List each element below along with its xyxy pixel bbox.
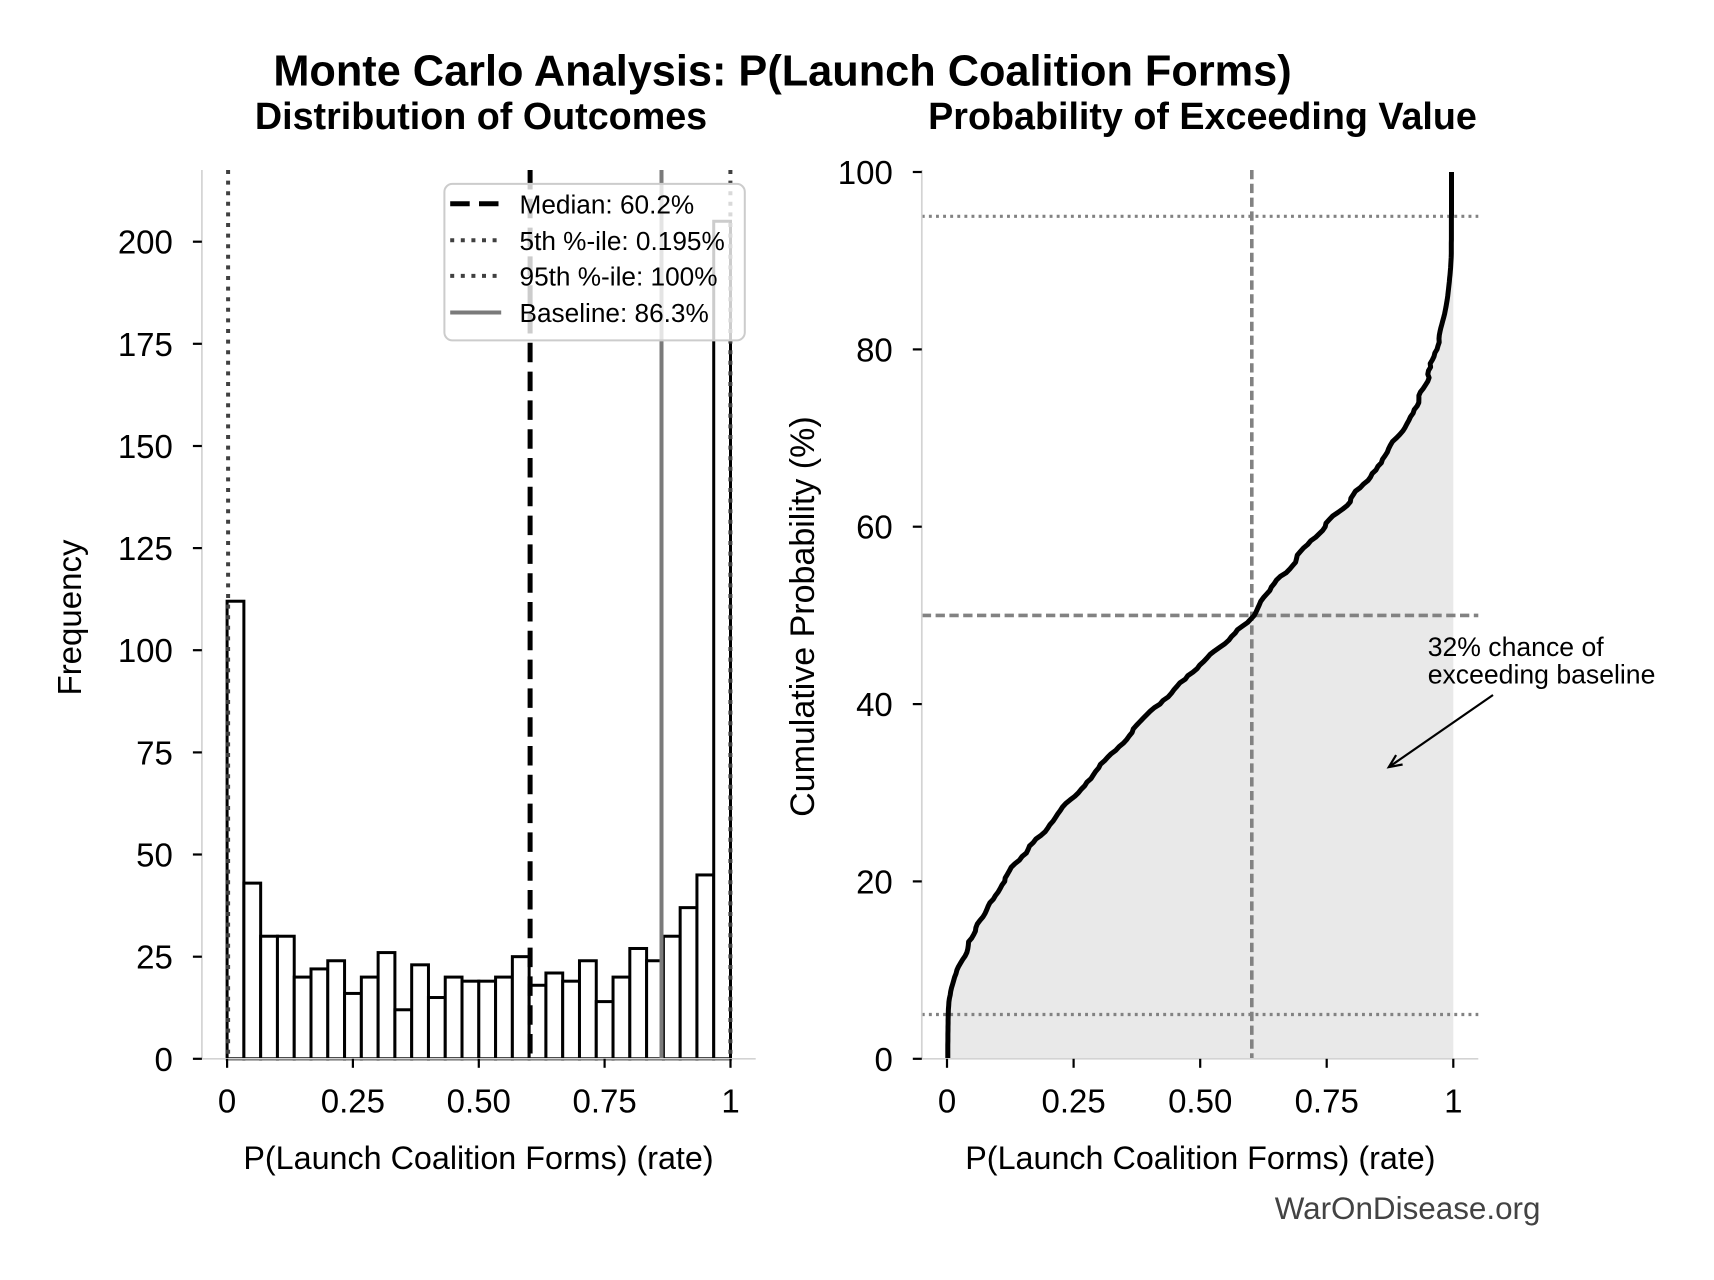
svg-text:150: 150 (118, 428, 173, 465)
svg-text:200: 200 (118, 224, 173, 261)
svg-text:95th %-ile: 100%: 95th %-ile: 100% (520, 262, 718, 292)
svg-text:125: 125 (118, 530, 173, 567)
svg-text:25: 25 (136, 939, 173, 976)
svg-text:Baseline: 86.3%: Baseline: 86.3% (520, 298, 709, 328)
svg-text:40: 40 (856, 686, 893, 723)
svg-text:1: 1 (721, 1082, 739, 1119)
svg-text:0.25: 0.25 (321, 1082, 385, 1119)
svg-text:Monte Carlo Analysis: P(Launch: Monte Carlo Analysis: P(Launch Coalition… (273, 48, 1291, 96)
svg-text:0.50: 0.50 (1168, 1082, 1232, 1119)
svg-text:P(Launch Coalition Forms) (rat: P(Launch Coalition Forms) (rate) (965, 1140, 1435, 1176)
svg-text:Frequency: Frequency (51, 539, 88, 695)
svg-text:0.50: 0.50 (447, 1082, 511, 1119)
svg-text:100: 100 (118, 632, 173, 669)
svg-text:0.75: 0.75 (572, 1082, 636, 1119)
svg-text:0.75: 0.75 (1295, 1082, 1359, 1119)
svg-text:32% chance of: 32% chance of (1428, 632, 1605, 662)
svg-text:60: 60 (856, 509, 893, 546)
svg-text:175: 175 (118, 326, 173, 363)
svg-text:5th %-ile: 0.195%: 5th %-ile: 0.195% (520, 226, 725, 256)
svg-text:exceeding baseline: exceeding baseline (1428, 659, 1656, 689)
svg-text:0: 0 (155, 1041, 173, 1078)
svg-text:WarOnDisease.org: WarOnDisease.org (1275, 1191, 1541, 1226)
svg-text:20: 20 (856, 863, 893, 900)
svg-text:0: 0 (938, 1082, 956, 1119)
svg-text:Distribution of Outcomes: Distribution of Outcomes (255, 95, 707, 137)
svg-text:P(Launch Coalition Forms) (rat: P(Launch Coalition Forms) (rate) (243, 1140, 713, 1176)
svg-text:0: 0 (874, 1041, 892, 1078)
svg-text:1: 1 (1444, 1082, 1462, 1119)
svg-text:0: 0 (218, 1082, 236, 1119)
svg-text:100: 100 (838, 154, 893, 191)
svg-text:50: 50 (136, 837, 173, 874)
svg-text:Cumulative Probability (%): Cumulative Probability (%) (784, 416, 822, 817)
svg-text:Median: 60.2%: Median: 60.2% (520, 189, 695, 219)
svg-text:Probability of Exceeding Value: Probability of Exceeding Value (928, 95, 1477, 137)
svg-text:75: 75 (136, 734, 173, 771)
svg-text:0.25: 0.25 (1041, 1082, 1105, 1119)
svg-text:80: 80 (856, 331, 893, 368)
